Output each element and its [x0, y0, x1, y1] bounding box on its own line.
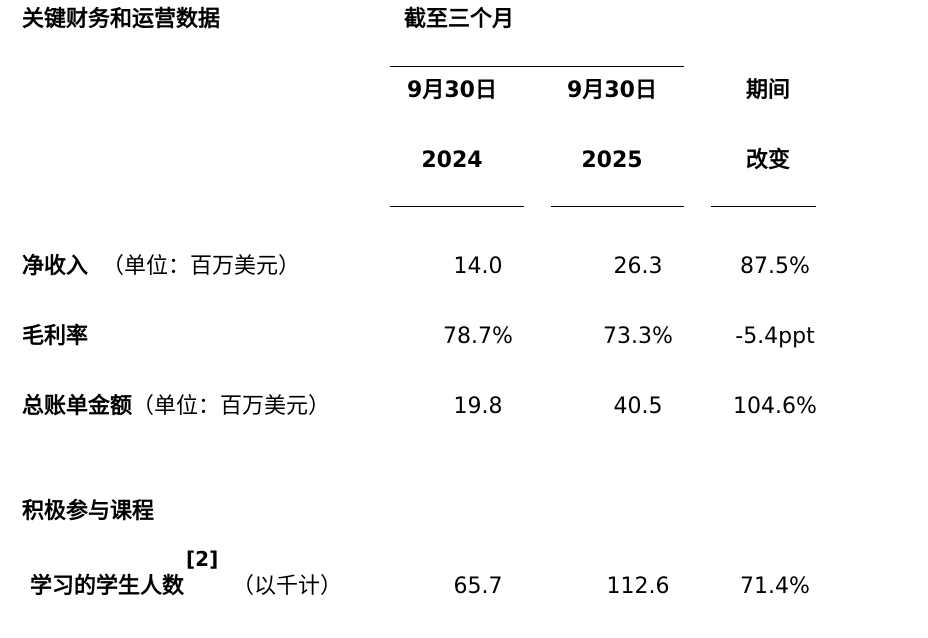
- row-unit: （以千计）: [232, 574, 343, 599]
- cell-value: 19.8: [453, 394, 503, 419]
- cell-value: 71.4%: [740, 574, 810, 599]
- row-label: 毛利率: [22, 324, 89, 349]
- cell-value: 40.5: [613, 394, 663, 419]
- column-header: 9月30日: [407, 78, 497, 103]
- cell-value: 104.6%: [733, 394, 817, 419]
- title: 关键财务和运营数据: [22, 7, 221, 32]
- row-label: 总账单金额: [22, 394, 133, 419]
- footnote-ref: [2]: [186, 547, 219, 571]
- cell-value: 26.3: [613, 254, 663, 279]
- column-header: 2025: [581, 148, 643, 173]
- cell-value: 87.5%: [740, 254, 810, 279]
- row-label: 净收入: [22, 254, 89, 279]
- column-header: 2024: [421, 148, 483, 173]
- cell-value: 65.7: [453, 574, 503, 599]
- cell-value: 112.6: [606, 574, 670, 599]
- column-header: 期间: [745, 78, 790, 103]
- rule: [551, 206, 684, 207]
- row-unit: （单位：百万美元）: [132, 394, 331, 419]
- column-header: 改变: [745, 148, 790, 173]
- column-header: 9月30日: [567, 78, 657, 103]
- cell-value: -5.4ppt: [735, 324, 815, 349]
- row-unit: （单位：百万美元）: [102, 254, 301, 279]
- cell-value: 78.7%: [443, 324, 513, 349]
- cell-value: 14.0: [453, 254, 503, 279]
- cell-value: 73.3%: [603, 324, 673, 349]
- rule: [390, 206, 524, 207]
- rule: [711, 206, 816, 207]
- rule: [390, 66, 684, 67]
- section-title: 积极参与课程: [22, 499, 155, 524]
- row-label: 学习的学生人数: [30, 574, 185, 599]
- period: 截至三个月: [404, 7, 515, 32]
